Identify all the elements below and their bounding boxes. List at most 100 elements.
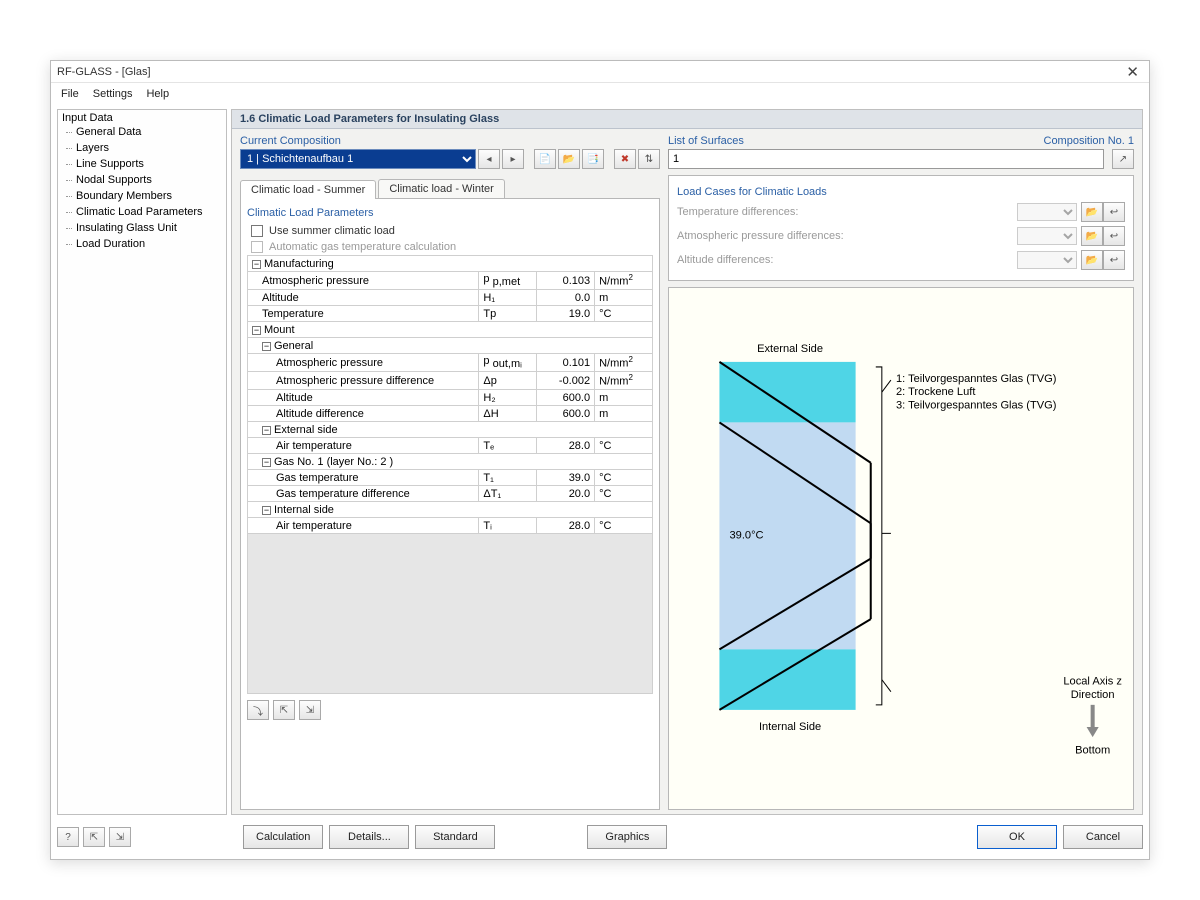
checkbox-icon[interactable] bbox=[251, 225, 263, 237]
tree-item[interactable]: Layers bbox=[62, 140, 222, 156]
diagram-svg: External Side bbox=[669, 288, 1133, 809]
chk-use-summer[interactable]: Use summer climatic load bbox=[251, 225, 653, 237]
param-name: Gas temperature difference bbox=[248, 486, 479, 502]
close-icon[interactable]: ✕ bbox=[1122, 63, 1143, 81]
param-value[interactable]: 0.101 bbox=[537, 354, 595, 372]
lc-temp-label: Temperature differences: bbox=[677, 206, 1017, 218]
param-value[interactable]: 39.0 bbox=[537, 470, 595, 486]
tree-item[interactable]: Line Supports bbox=[62, 156, 222, 172]
nav-next-icon[interactable]: ▸ bbox=[502, 149, 524, 169]
tabs: Climatic load - Summer Climatic load - W… bbox=[240, 179, 660, 198]
param-name: Atmospheric pressure difference bbox=[248, 372, 479, 390]
tab-winter[interactable]: Climatic load - Winter bbox=[378, 179, 505, 198]
param-value[interactable]: 600.0 bbox=[537, 406, 595, 422]
param-value[interactable]: 28.0 bbox=[537, 518, 595, 534]
tool-export-icon[interactable]: ⇱ bbox=[273, 700, 295, 720]
window-title: RF-GLASS - [Glas] bbox=[57, 66, 1122, 78]
param-name: Gas temperature bbox=[248, 470, 479, 486]
group-manufacturing[interactable]: Manufacturing bbox=[264, 258, 334, 270]
main-panel: 1.6 Climatic Load Parameters for Insulat… bbox=[231, 109, 1143, 815]
tree-item[interactable]: Insulating Glass Unit bbox=[62, 220, 222, 236]
help-icon[interactable]: ? bbox=[57, 827, 79, 847]
composition-label: Current Composition bbox=[240, 135, 341, 147]
lc-atm-select bbox=[1017, 227, 1077, 245]
tool-curve-icon[interactable]: ⤵ bbox=[247, 700, 269, 720]
tree-item[interactable]: Load Duration bbox=[62, 236, 222, 252]
tab-summer[interactable]: Climatic load - Summer bbox=[240, 180, 376, 199]
param-name: Altitude difference bbox=[248, 406, 479, 422]
diagram-int-label: Internal Side bbox=[759, 721, 821, 733]
load-cases-title: Load Cases for Climatic Loads bbox=[677, 186, 1125, 198]
group-internal[interactable]: Internal side bbox=[274, 504, 334, 516]
axis-label: Local Axis z bbox=[1063, 676, 1122, 688]
diagram-layer2: 2: Trockene Luft bbox=[896, 386, 975, 398]
param-value[interactable]: 0.0 bbox=[537, 290, 595, 306]
param-value[interactable]: 19.0 bbox=[537, 306, 595, 322]
glass-diagram: External Side bbox=[668, 287, 1134, 810]
group-general[interactable]: General bbox=[274, 340, 313, 352]
menu-file[interactable]: File bbox=[61, 88, 79, 100]
nav-prev-icon[interactable]: ◂ bbox=[478, 149, 500, 169]
composition-number: Composition No. 1 bbox=[1044, 135, 1135, 147]
tool-import-icon[interactable]: ⇲ bbox=[299, 700, 321, 720]
surfaces-input[interactable] bbox=[668, 149, 1104, 169]
sort-icon[interactable]: ⇅ bbox=[638, 149, 660, 169]
group-external[interactable]: External side bbox=[274, 424, 338, 436]
param-name: Altitude bbox=[248, 390, 479, 406]
export-icon[interactable]: ⇱ bbox=[83, 827, 105, 847]
param-name: Air temperature bbox=[248, 438, 479, 454]
group-mount[interactable]: Mount bbox=[264, 324, 295, 336]
param-name: Temperature bbox=[248, 306, 479, 322]
param-name: Air temperature bbox=[248, 518, 479, 534]
param-name: Atmospheric pressure bbox=[248, 272, 479, 290]
lc-apply-icon: ↩ bbox=[1103, 226, 1125, 246]
checkbox-icon bbox=[251, 241, 263, 253]
app-window: RF-GLASS - [Glas] ✕ File Settings Help I… bbox=[50, 60, 1150, 860]
param-value[interactable]: -0.002 bbox=[537, 372, 595, 390]
lc-alt-label: Altitude differences: bbox=[677, 254, 1017, 266]
params-title: Climatic Load Parameters bbox=[247, 207, 653, 219]
param-value[interactable]: 600.0 bbox=[537, 390, 595, 406]
import-icon[interactable]: ⇲ bbox=[109, 827, 131, 847]
param-value[interactable]: 28.0 bbox=[537, 438, 595, 454]
calculation-button[interactable]: Calculation bbox=[243, 825, 323, 849]
open-icon[interactable]: 📂 bbox=[558, 149, 580, 169]
ok-button[interactable]: OK bbox=[977, 825, 1057, 849]
tree-item[interactable]: General Data bbox=[62, 124, 222, 140]
load-cases-group: Load Cases for Climatic Loads Temperatur… bbox=[668, 175, 1134, 281]
chk-auto-gas: Automatic gas temperature calculation bbox=[251, 241, 653, 253]
diagram-layer3: 3: Teilvorgespanntes Glas (TVG) bbox=[896, 399, 1057, 411]
param-value[interactable]: 0.103 bbox=[537, 272, 595, 290]
graphics-button[interactable]: Graphics bbox=[587, 825, 667, 849]
lc-open-icon: 📂 bbox=[1081, 226, 1103, 246]
param-name: Atmospheric pressure bbox=[248, 354, 479, 372]
menu-settings[interactable]: Settings bbox=[93, 88, 133, 100]
tree-root[interactable]: Input Data bbox=[62, 112, 222, 124]
tree-item[interactable]: Nodal Supports bbox=[62, 172, 222, 188]
cancel-button[interactable]: Cancel bbox=[1063, 825, 1143, 849]
axis-label: Bottom bbox=[1075, 744, 1110, 756]
param-value[interactable]: 20.0 bbox=[537, 486, 595, 502]
delete-icon[interactable]: ✖ bbox=[614, 149, 636, 169]
diagram-layer1: 1: Teilvorgespanntes Glas (TVG) bbox=[896, 373, 1057, 385]
group-gas1[interactable]: Gas No. 1 (layer No.: 2 ) bbox=[274, 456, 393, 468]
new-icon[interactable]: 📄 bbox=[534, 149, 556, 169]
composition-select[interactable]: 1 | Schichtenaufbau 1 bbox=[240, 149, 476, 169]
lc-open-icon: 📂 bbox=[1081, 250, 1103, 270]
standard-button[interactable]: Standard bbox=[415, 825, 495, 849]
tree-item[interactable]: Climatic Load Parameters bbox=[62, 204, 222, 220]
copy-icon[interactable]: 📑 bbox=[582, 149, 604, 169]
tab-content: Climatic Load Parameters Use summer clim… bbox=[240, 198, 660, 810]
lc-alt-select bbox=[1017, 251, 1077, 269]
nav-tree: Input Data General Data Layers Line Supp… bbox=[57, 109, 227, 815]
param-name: Altitude bbox=[248, 290, 479, 306]
axis-label: Direction bbox=[1071, 689, 1115, 701]
tree-item[interactable]: Boundary Members bbox=[62, 188, 222, 204]
surfaces-label: List of Surfaces bbox=[668, 135, 744, 147]
details-button[interactable]: Details... bbox=[329, 825, 409, 849]
diagram-ext-label: External Side bbox=[757, 343, 823, 355]
lc-atm-label: Atmospheric pressure differences: bbox=[677, 230, 1017, 242]
pick-surface-icon[interactable]: ↗ bbox=[1112, 149, 1134, 169]
menu-help[interactable]: Help bbox=[146, 88, 169, 100]
titlebar: RF-GLASS - [Glas] ✕ bbox=[51, 61, 1149, 83]
